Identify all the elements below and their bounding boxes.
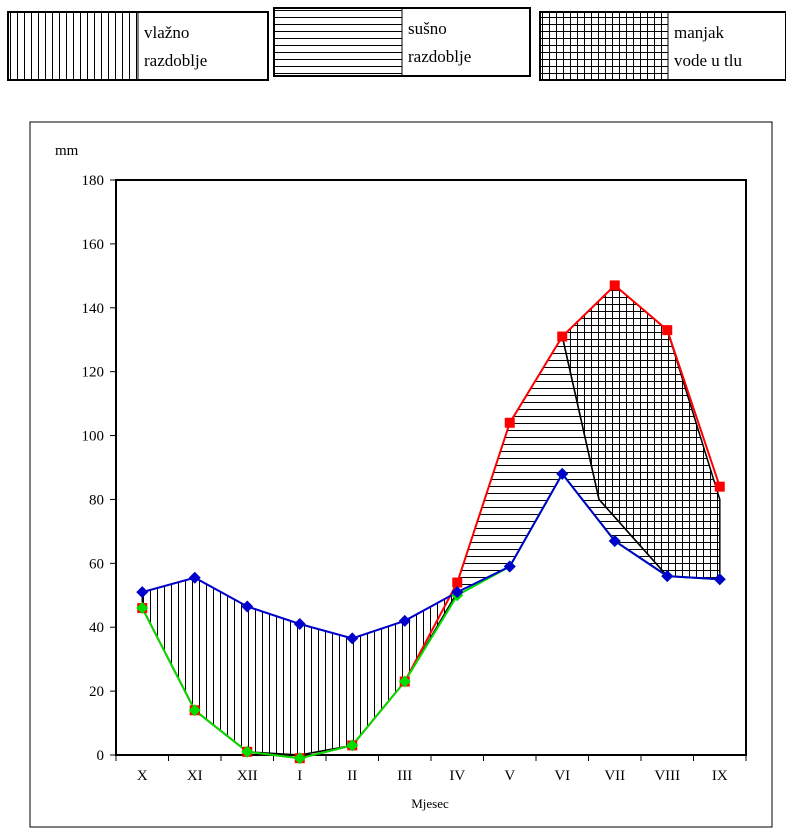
- y-tick-label: 40: [89, 620, 104, 636]
- wet-period-area: [141, 576, 460, 756]
- data-point: [241, 600, 254, 613]
- y-tick-label: 60: [89, 556, 104, 572]
- y-axis-label: mm: [55, 143, 79, 159]
- chart-frame: [29, 121, 773, 828]
- legend-label: vlažno: [144, 23, 189, 42]
- y-tick-label: 140: [82, 301, 105, 317]
- legend-label: vode u tlu: [674, 51, 742, 70]
- legend-swatch: [7, 11, 139, 81]
- y-axis-ticks: 0 20 40 60 80 100 120 140 160 180: [82, 173, 116, 764]
- series-line: [142, 472, 720, 640]
- legend-entry: sušno razdoblje: [273, 7, 531, 77]
- legend-swatch: [539, 11, 669, 81]
- data-point: [556, 467, 569, 480]
- x-tick-label: IX: [712, 768, 728, 784]
- x-tick-label: V: [504, 768, 515, 784]
- x-tick-label: VII: [604, 768, 625, 784]
- data-point: [188, 571, 201, 584]
- data-point: [713, 573, 726, 586]
- data-point: [398, 614, 411, 627]
- legend-entry: vlažno razdoblje: [7, 11, 269, 81]
- data-point: [398, 675, 411, 688]
- legend-label: razdoblje: [144, 51, 207, 70]
- data-point: [714, 481, 725, 492]
- filled-areas: [141, 284, 721, 756]
- legend: vlažno razdoblje sušno razdoblje manjak vode …: [7, 7, 786, 81]
- data-point: [346, 739, 359, 752]
- y-tick-label: 120: [82, 365, 105, 381]
- legend-swatch: [273, 7, 403, 77]
- y-tick-label: 80: [89, 492, 104, 508]
- data-point: [293, 618, 306, 631]
- data-point: [241, 745, 254, 758]
- x-tick-label: III: [397, 768, 412, 784]
- legend-label: sušno: [408, 19, 447, 38]
- x-tick-label: VIII: [654, 768, 680, 784]
- x-tick-label: I: [297, 768, 302, 784]
- legend-label: razdoblje: [408, 47, 471, 66]
- data-point: [452, 577, 463, 588]
- x-tick-label: X: [137, 768, 148, 784]
- data-point: [346, 632, 359, 645]
- data-point: [136, 586, 149, 599]
- x-tick-label: VI: [554, 768, 570, 784]
- y-tick-label: 20: [89, 684, 104, 700]
- data-point: [451, 586, 464, 599]
- data-point: [504, 417, 515, 428]
- series-markers: [136, 280, 726, 765]
- y-tick-label: 0: [97, 748, 105, 764]
- legend-entry: manjak vode u tlu: [539, 11, 786, 81]
- data-point: [136, 602, 149, 615]
- soil-water-deficit-area: [561, 284, 721, 581]
- data-point: [662, 325, 673, 336]
- x-axis-ticks: X XI XII I II III IV V VI VII VIII IX: [115, 755, 747, 784]
- x-axis-label: Mjesec: [411, 796, 449, 811]
- y-tick-label: 160: [82, 237, 105, 253]
- x-tick-label: II: [347, 768, 357, 784]
- y-tick-label: 180: [82, 173, 105, 189]
- data-point: [557, 331, 568, 342]
- data-point: [188, 704, 201, 717]
- x-tick-label: IV: [449, 768, 465, 784]
- series-lines: [141, 284, 721, 760]
- x-tick-label: XI: [187, 768, 203, 784]
- y-tick-label: 100: [82, 429, 105, 445]
- legend-label: manjak: [674, 23, 725, 42]
- data-point: [293, 752, 306, 765]
- x-tick-label: XII: [237, 768, 258, 784]
- data-point: [608, 534, 621, 547]
- data-point: [661, 570, 674, 583]
- data-point: [503, 560, 516, 573]
- data-point: [609, 280, 620, 291]
